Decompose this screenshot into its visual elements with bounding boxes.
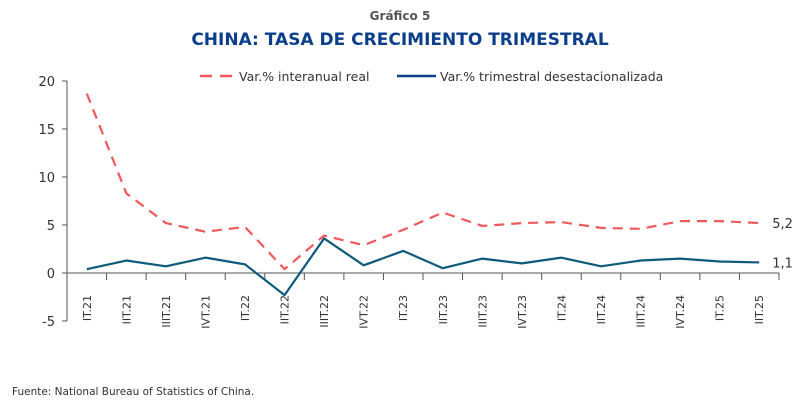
- source-note: Fuente: National Bureau of Statistics of…: [12, 386, 255, 398]
- x-tick-label: IT.22: [239, 295, 252, 321]
- chart-title: CHINA: TASA DE CRECIMIENTO TRIMESTRAL: [191, 30, 609, 50]
- legend-label-trimestral: Var.% trimestral desestacionalizada: [440, 69, 663, 84]
- x-tick-label: IVT.24: [674, 295, 687, 329]
- x-tick-label: IIT.25: [753, 295, 766, 324]
- x-tick-label: IIIT.22: [318, 295, 331, 328]
- series-line-trimestral: [86, 237, 760, 297]
- legend-label-interanual: Var.% interanual real: [239, 69, 369, 84]
- x-tick-label: IIIT.23: [476, 295, 489, 328]
- end-value-label: 5,2: [772, 217, 793, 232]
- x-tick-label: IIT.22: [279, 295, 292, 324]
- y-tick-label: 15: [38, 123, 55, 138]
- x-tick-label: IIT.24: [595, 295, 608, 324]
- y-tick-label: 20: [38, 75, 55, 90]
- x-tick-label: IIT.23: [437, 295, 450, 324]
- x-tick-label: IVT.21: [199, 295, 212, 329]
- x-tick-label: IIIT.21: [160, 295, 173, 328]
- y-tick-label: 10: [38, 171, 55, 186]
- x-tick-label: IVT.22: [358, 295, 371, 329]
- x-tick-label: IT.24: [555, 295, 568, 321]
- figure-label: Gráfico 5: [369, 9, 431, 23]
- x-tick-label: IT.23: [397, 295, 410, 321]
- y-tick-label: 0: [47, 267, 55, 282]
- y-tick-label: 5: [47, 219, 55, 234]
- end-value-label: 1,1: [772, 256, 793, 271]
- x-tick-label: IVT.23: [516, 295, 529, 329]
- x-tick-label: IT.25: [714, 295, 727, 321]
- series-line-interanual: [85, 93, 760, 271]
- x-tick-label: IIIT.24: [635, 295, 648, 328]
- x-tick-label: IT.21: [81, 295, 94, 321]
- y-tick-label: -5: [42, 315, 55, 330]
- x-tick-label: IIT.21: [120, 295, 133, 324]
